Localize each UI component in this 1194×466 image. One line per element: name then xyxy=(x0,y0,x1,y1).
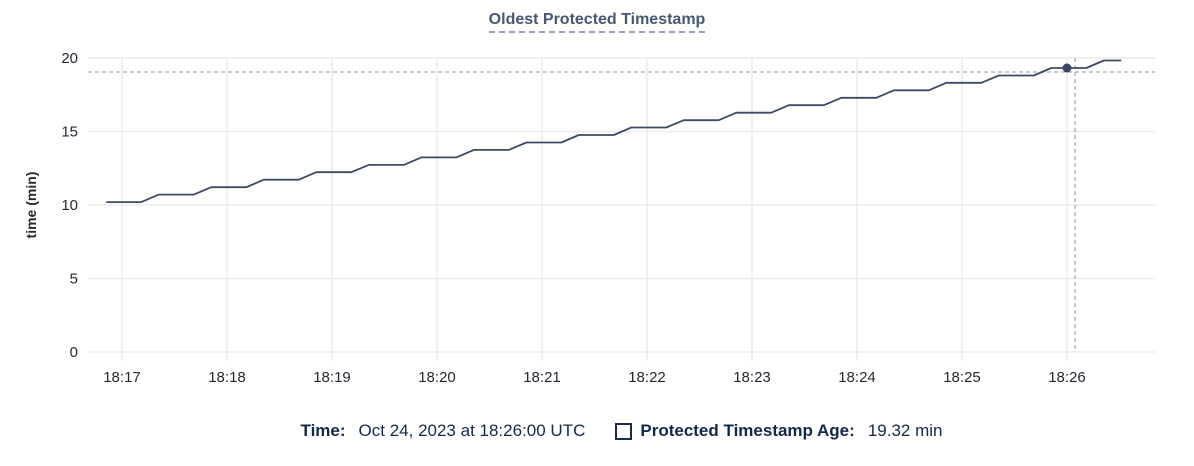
series-label: Protected Timestamp Age: xyxy=(640,421,855,440)
x-tick-label: 18:18 xyxy=(208,369,246,386)
time-value: Oct 24, 2023 at 18:26:00 UTC xyxy=(358,421,586,440)
x-tick-label: 18:21 xyxy=(523,369,561,386)
x-tick-label: 18:25 xyxy=(943,369,981,386)
x-tick-label: 18:23 xyxy=(733,369,771,386)
chart-title[interactable]: Oldest Protected Timestamp xyxy=(488,11,706,33)
y-tick-label: 10 xyxy=(61,197,78,214)
chart-plot-area[interactable]: 0 5 10 15 20 18:17 18:18 18:19 18:20 18:21 18:22 18… xyxy=(0,0,1194,400)
y-tick-label: 20 xyxy=(61,50,78,67)
x-tick-label: 18:19 xyxy=(313,369,351,386)
x-tick-label: 18:20 xyxy=(418,369,456,386)
series-swatch[interactable] xyxy=(615,422,633,440)
y-tick-label: 5 xyxy=(70,271,78,288)
hovered-point-dot xyxy=(1062,63,1072,73)
time-label: Time: xyxy=(300,421,346,440)
y-tick-label: 15 xyxy=(61,124,78,141)
x-tick-label: 18:22 xyxy=(628,369,666,386)
series-line xyxy=(106,59,1122,204)
y-tick-label: 0 xyxy=(70,344,78,361)
x-tick-label: 18:24 xyxy=(838,369,876,386)
x-tick-label: 18:17 xyxy=(103,369,141,386)
series-value: 19.32 min xyxy=(867,421,943,440)
chart-title-row: Oldest Protected Timestamp xyxy=(0,11,1194,33)
hover-legend: Time: Oct 24, 2023 at 18:26:00 UTC Prote… xyxy=(88,420,1155,442)
x-tick-label: 18:26 xyxy=(1048,369,1086,386)
